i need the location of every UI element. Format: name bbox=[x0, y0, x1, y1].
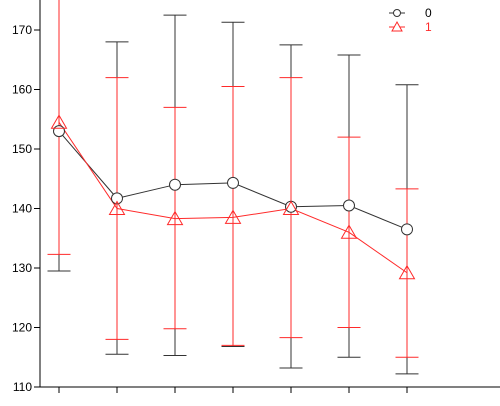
legend-triangle-marker-icon bbox=[391, 20, 403, 32]
data-point-triangle-series-1 bbox=[50, 114, 68, 129]
y-tick-label: 150 bbox=[12, 142, 32, 156]
data-point-triangle-series-1 bbox=[340, 224, 358, 239]
data-markers bbox=[50, 114, 416, 280]
data-point-circle-series-0 bbox=[111, 192, 123, 205]
data-point-triangle-series-1 bbox=[224, 209, 242, 224]
legend-label-series-1: 1 bbox=[425, 20, 432, 34]
y-tick-label: 140 bbox=[12, 202, 32, 216]
data-point-triangle-series-1 bbox=[166, 210, 184, 226]
y-tick-label: 160 bbox=[12, 83, 32, 97]
data-point-triangle-series-1 bbox=[282, 200, 300, 215]
series-line-1 bbox=[58, 121, 408, 274]
data-point-circle-series-0 bbox=[343, 199, 355, 212]
y-tick-label: 110 bbox=[13, 380, 32, 394]
data-point-circle-series-0 bbox=[169, 178, 181, 191]
axes: 110 120 130 140 150 160 170 bbox=[12, 0, 500, 394]
legend: 0 1 bbox=[389, 6, 432, 34]
y-tick-label: 120 bbox=[12, 321, 32, 335]
y-tick-label: 130 bbox=[12, 261, 32, 275]
data-point-triangle-series-1 bbox=[108, 200, 126, 215]
data-point-circle-series-0 bbox=[401, 223, 413, 236]
y-tick-label: 170 bbox=[12, 23, 32, 37]
data-point-triangle-series-1 bbox=[398, 264, 416, 280]
data-point-circle-series-0 bbox=[227, 176, 239, 189]
legend-label-series-0: 0 bbox=[425, 6, 432, 20]
legend-circle-marker-icon bbox=[393, 9, 401, 17]
